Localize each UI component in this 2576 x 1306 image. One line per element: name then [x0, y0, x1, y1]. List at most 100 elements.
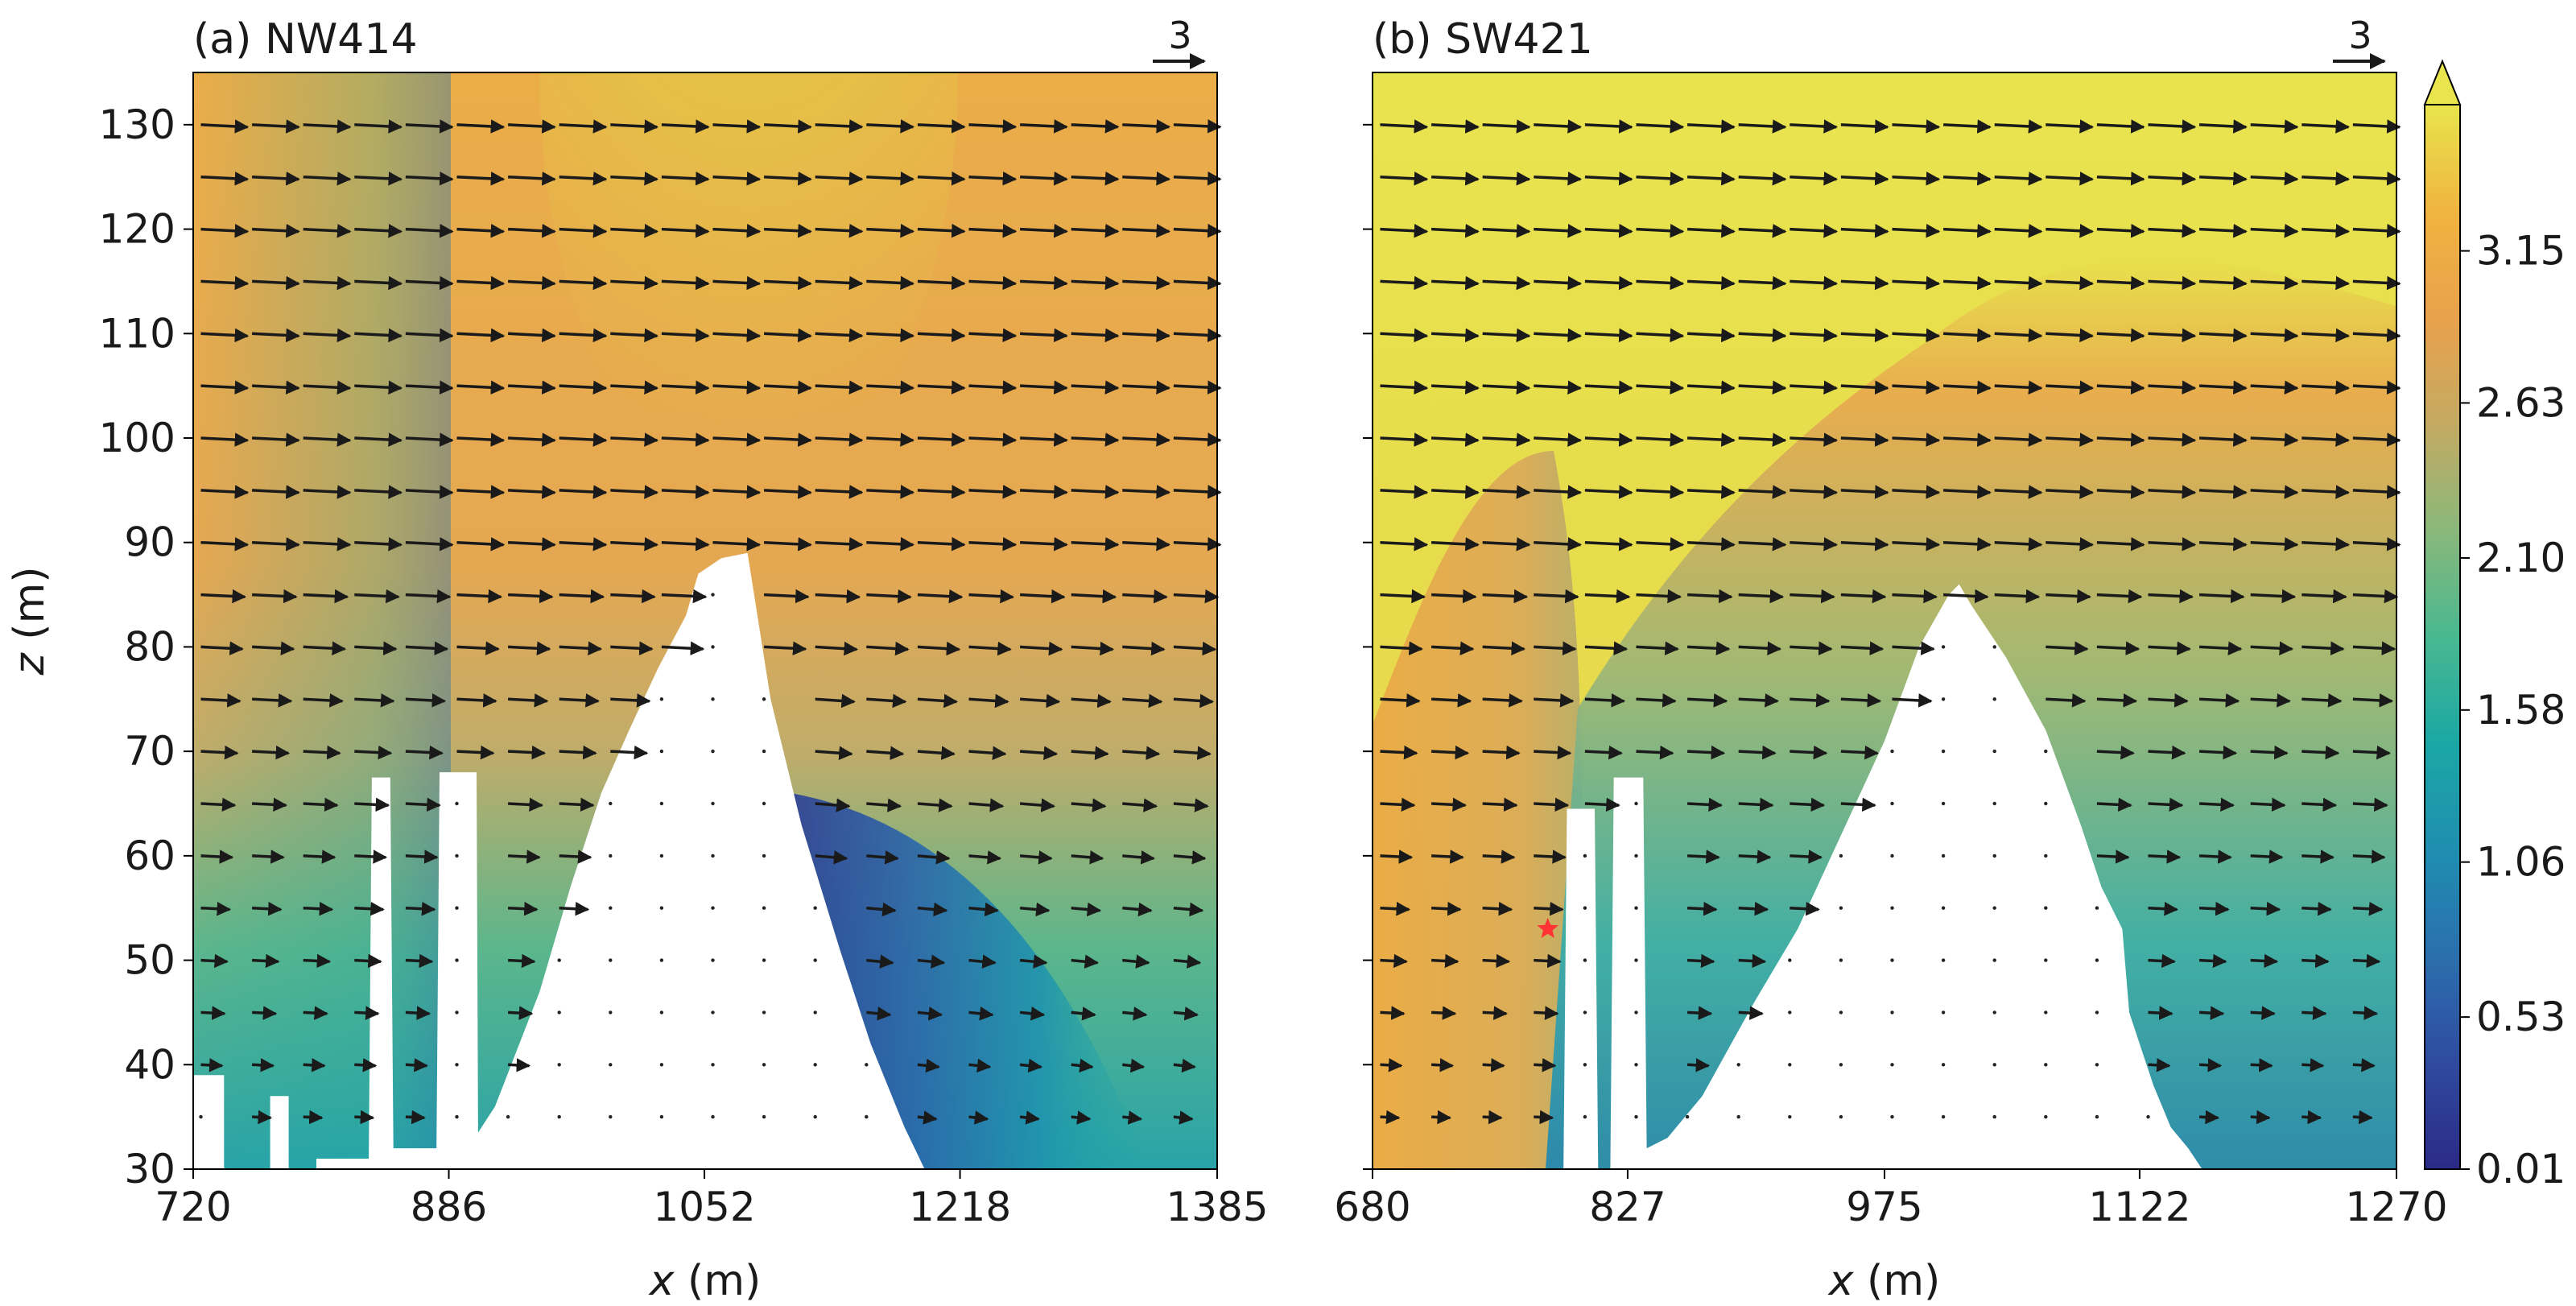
wind-vector	[1584, 119, 1633, 134]
y-tick-label: 130	[99, 101, 175, 148]
wind-vector	[1636, 223, 1685, 238]
grid-dot	[711, 958, 715, 962]
wind-vector	[354, 901, 385, 916]
wind-vector	[2096, 485, 2145, 499]
wind-vector	[1687, 537, 1736, 552]
wind-vector	[610, 693, 651, 708]
wind-vector	[303, 693, 344, 708]
wind-vector	[456, 119, 506, 134]
wind-vector	[1636, 172, 1685, 186]
wind-vector	[1738, 849, 1772, 864]
wind-vector	[1738, 1006, 1764, 1020]
grid-dot	[1583, 906, 1587, 910]
wind-vector	[2352, 1058, 2376, 1072]
grid-dot	[1634, 1063, 1638, 1067]
wind-vector	[661, 119, 710, 134]
grid-dot	[659, 958, 664, 962]
colorbar-tick-label: 3.15	[2476, 228, 2566, 275]
wind-vector	[1482, 223, 1531, 238]
wind-vector	[712, 328, 762, 343]
y-tick-label: 120	[99, 206, 175, 253]
wind-vector	[917, 1058, 940, 1073]
wind-vector	[815, 641, 859, 656]
wind-vector	[1380, 953, 1408, 969]
wind-vector	[1173, 1058, 1196, 1073]
wind-vector	[2046, 537, 2095, 552]
wind-vector	[405, 485, 454, 499]
wind-vector	[2046, 119, 2095, 134]
wind-vector	[2199, 172, 2248, 186]
colorbar-tick-label: 2.10	[2476, 535, 2566, 581]
grid-dot	[1992, 645, 1996, 649]
wind-vector	[2096, 537, 2145, 552]
grid-dot	[762, 1114, 766, 1119]
wind-vector	[303, 797, 339, 812]
x-tick-label: 1052	[653, 1184, 755, 1230]
wind-vector	[405, 589, 452, 604]
wind-vector	[456, 432, 506, 447]
wind-vector	[1482, 1110, 1503, 1125]
panel-b-wind-vectors	[1380, 119, 2401, 1125]
wind-vector	[661, 432, 710, 447]
wind-vector	[456, 223, 506, 238]
wind-vector	[252, 1058, 275, 1072]
wind-vector	[405, 172, 454, 186]
wind-vector	[508, 745, 547, 760]
wind-vector	[1687, 223, 1736, 238]
wind-vector	[2250, 119, 2299, 134]
wind-vector	[252, 641, 295, 655]
x-tick-label: 1270	[2345, 1184, 2447, 1230]
wind-vector	[1482, 1058, 1505, 1072]
wind-vector	[1943, 328, 1992, 343]
wind-vector	[200, 328, 250, 343]
wind-vector	[1840, 693, 1882, 708]
grid-dot	[813, 1010, 817, 1015]
wind-vector	[968, 119, 1018, 134]
grid-dot	[557, 1063, 561, 1067]
wind-vector	[2199, 953, 2227, 969]
wind-vector	[1071, 1058, 1094, 1073]
wind-vector	[1380, 537, 1429, 552]
wind-vector	[1431, 380, 1480, 395]
wind-vector	[815, 589, 861, 604]
wind-vector	[508, 1006, 534, 1020]
wind-vector	[2352, 901, 2384, 916]
wind-vector	[2199, 1110, 2220, 1125]
wind-vector	[1534, 537, 1583, 552]
wind-vector	[1482, 797, 1518, 812]
wind-vector	[968, 641, 1012, 656]
grid-dot	[1992, 801, 1996, 806]
wind-vector	[1020, 172, 1068, 186]
wind-vector	[1122, 537, 1171, 552]
wind-vector	[1019, 1110, 1040, 1125]
wind-vector	[405, 901, 436, 916]
wind-vector	[508, 901, 539, 916]
wind-vector	[1584, 172, 1633, 186]
wind-vector	[1687, 797, 1724, 812]
x-tick-label: 1385	[1166, 1184, 1268, 1230]
wind-vector	[1892, 172, 1941, 186]
wind-vector	[1584, 380, 1633, 395]
wind-vector	[2046, 641, 2089, 655]
wind-vector	[1840, 589, 1887, 604]
wind-vector	[2148, 432, 2197, 447]
wind-vector	[1122, 902, 1153, 917]
wind-vector	[968, 432, 1018, 447]
wind-vector	[1019, 954, 1048, 969]
wind-vector	[1380, 901, 1411, 916]
wind-vector	[1173, 328, 1222, 343]
wind-vector	[559, 172, 608, 186]
wind-vector	[1534, 275, 1583, 291]
wind-vector	[1482, 849, 1516, 864]
wind-vector	[1584, 328, 1633, 343]
wind-vector	[1380, 275, 1429, 291]
wind-vector	[2352, 223, 2401, 238]
marker-star	[1537, 917, 1559, 938]
wind-vector	[610, 380, 659, 395]
wind-vector	[1071, 641, 1115, 656]
wind-vector	[252, 432, 300, 447]
wind-vector	[1687, 172, 1736, 186]
grid-dot	[1839, 1010, 1843, 1015]
wind-vector	[303, 328, 352, 343]
wind-vector	[508, 485, 556, 499]
